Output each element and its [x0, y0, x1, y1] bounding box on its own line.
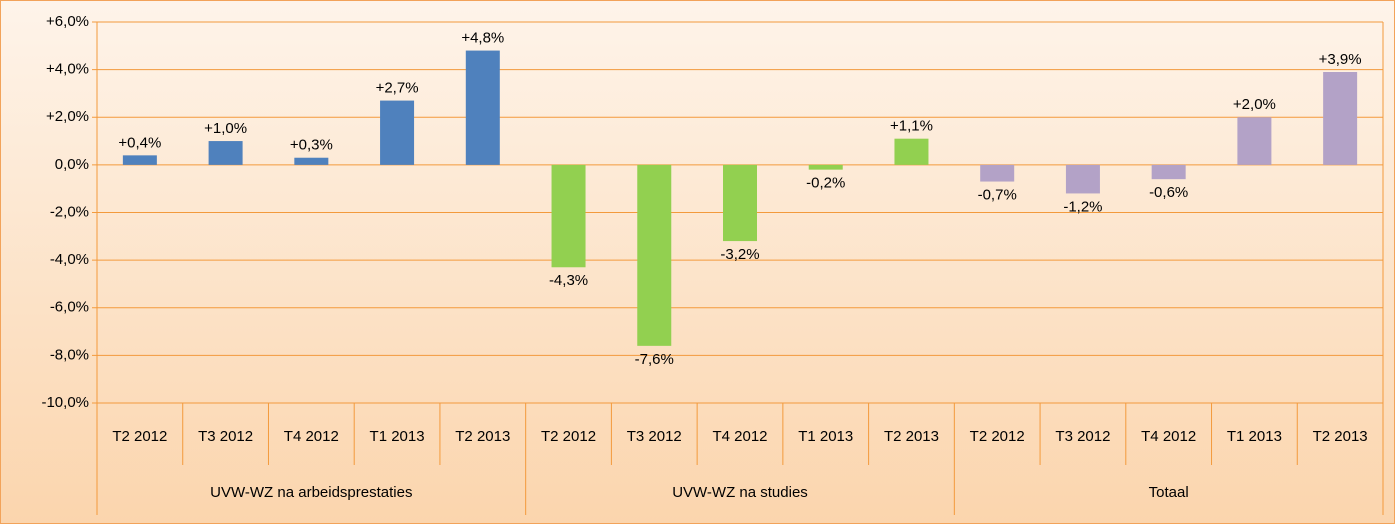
y-tick-label: -10,0% [41, 394, 89, 411]
value-label: -4,3% [549, 272, 588, 289]
group-label: UVW-WZ na arbeidsprestaties [210, 484, 412, 501]
value-label: +1,1% [890, 118, 933, 135]
bar [894, 138, 929, 165]
value-label: -0,7% [978, 187, 1017, 204]
value-label: -0,2% [806, 175, 845, 192]
value-label: -1,2% [1063, 198, 1102, 215]
bar [122, 155, 157, 165]
x-tick-label: T1 2013 [798, 428, 853, 445]
bar [723, 164, 757, 242]
y-tick-label: +2,0% [46, 108, 89, 125]
value-label: -3,2% [720, 246, 759, 263]
x-tick-label: T4 2012 [1141, 428, 1196, 445]
x-tick-label: T2 2013 [1313, 428, 1368, 445]
x-tick-label: T1 2013 [370, 428, 425, 445]
bar [808, 164, 843, 170]
value-label: +4,8% [461, 30, 504, 47]
x-tick-label: T2 2012 [541, 428, 596, 445]
bar [1151, 164, 1186, 180]
group-label: UVW-WZ na studies [672, 484, 808, 501]
y-tick-label: +6,0% [46, 13, 89, 30]
value-label: -0,6% [1149, 184, 1188, 201]
x-tick-label: T3 2012 [1055, 428, 1110, 445]
bar [208, 141, 243, 165]
y-tick-label: 0,0% [55, 156, 89, 173]
bar [380, 100, 415, 165]
x-tick-label: T4 2012 [284, 428, 339, 445]
bar [294, 157, 329, 165]
bar [1065, 164, 1100, 194]
value-label: +3,9% [1319, 51, 1362, 68]
y-tick-label: +4,0% [46, 61, 89, 78]
bar [980, 164, 1015, 182]
x-tick-label: T1 2013 [1227, 428, 1282, 445]
bar [1323, 72, 1358, 165]
y-tick-label: -6,0% [50, 299, 89, 316]
group-label: Totaal [1149, 484, 1189, 501]
value-label: +0,3% [290, 137, 333, 154]
x-tick-label: T3 2012 [198, 428, 253, 445]
y-tick-label: -2,0% [50, 203, 89, 220]
value-label: +0,4% [118, 134, 161, 151]
bar [465, 50, 500, 165]
x-tick-label: T3 2012 [627, 428, 682, 445]
x-tick-label: T2 2012 [970, 428, 1025, 445]
value-label: +2,7% [376, 80, 419, 97]
y-tick-label: -4,0% [50, 251, 89, 268]
y-tick-label: -8,0% [50, 346, 89, 363]
value-label: +2,0% [1233, 96, 1276, 113]
x-tick-label: T4 2012 [712, 428, 767, 445]
x-tick-label: T2 2013 [455, 428, 510, 445]
x-tick-label: T2 2013 [884, 428, 939, 445]
bar [637, 164, 672, 346]
bar [551, 164, 586, 268]
bar [1237, 117, 1272, 165]
value-label: +1,0% [204, 120, 247, 137]
value-label: -7,6% [635, 351, 674, 368]
x-tick-label: T2 2012 [112, 428, 167, 445]
